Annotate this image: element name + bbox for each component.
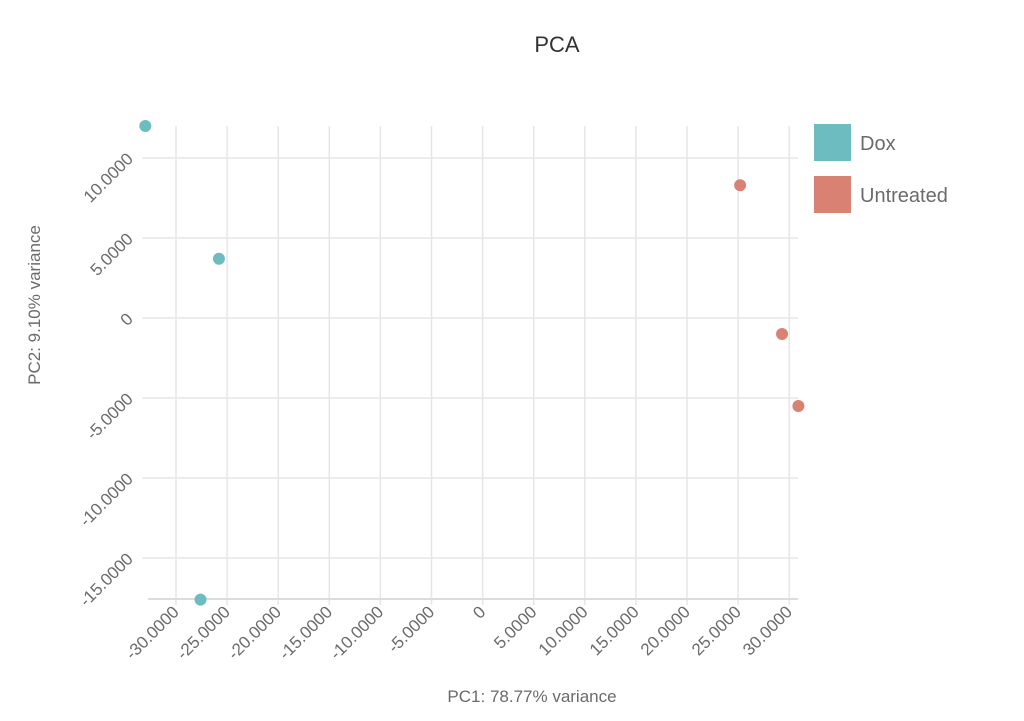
x-tick-label: -25.0000 [173, 602, 234, 663]
legend-label-dox: Dox [860, 133, 896, 155]
x-tick-label: -15.0000 [275, 602, 336, 663]
x-tick-label: 10.0000 [535, 602, 592, 659]
x-tick-label: -10.0000 [326, 602, 387, 663]
x-tick-labels: -30.0000-25.0000-20.0000-15.0000-10.0000… [122, 602, 796, 663]
x-tick-label: 20.0000 [637, 602, 694, 659]
point-dox-1 [139, 120, 152, 132]
x-tick-label: 15.0000 [586, 602, 643, 659]
legend-swatch-untreated [814, 176, 851, 213]
x-tick-label: 25.0000 [688, 602, 745, 659]
point-untreated-3 [792, 400, 805, 412]
y-tick-label: 0 [117, 309, 137, 329]
x-tick-label: 30.0000 [739, 602, 796, 659]
x-gridlines [148, 126, 798, 605]
point-dox-3 [194, 593, 207, 606]
legend-label-untreated: Untreated [860, 185, 948, 207]
point-untreated-2 [776, 328, 789, 340]
y-tick-label: -10.0000 [76, 469, 137, 530]
x-tick-label: -20.0000 [224, 602, 285, 663]
point-untreated-1 [734, 179, 747, 192]
y-axis-label: PC2: 9.10% variance [25, 225, 44, 385]
data-points [139, 120, 805, 606]
y-tick-label: -5.0000 [83, 389, 137, 443]
legend-swatch-dox [814, 124, 851, 161]
y-gridlines [142, 157, 798, 559]
chart-title: PCA [534, 32, 580, 57]
point-dox-2 [212, 252, 225, 265]
y-tick-label: 5.0000 [87, 229, 137, 279]
y-tick-label: -15.0000 [76, 549, 137, 610]
y-tick-label: 10.0000 [80, 149, 137, 206]
y-tick-labels: -15.0000 -10.0000 -5.0000 0 5.0000 10.0000 [76, 149, 137, 610]
x-tick-label: 5.0000 [490, 602, 540, 652]
x-tick-label: -30.0000 [122, 602, 183, 663]
x-axis-label: PC1: 78.77% variance [447, 687, 616, 706]
x-tick-label: 0 [469, 602, 489, 622]
x-tick-label: -5.0000 [384, 602, 438, 656]
legend: Dox Untreated [814, 124, 948, 213]
